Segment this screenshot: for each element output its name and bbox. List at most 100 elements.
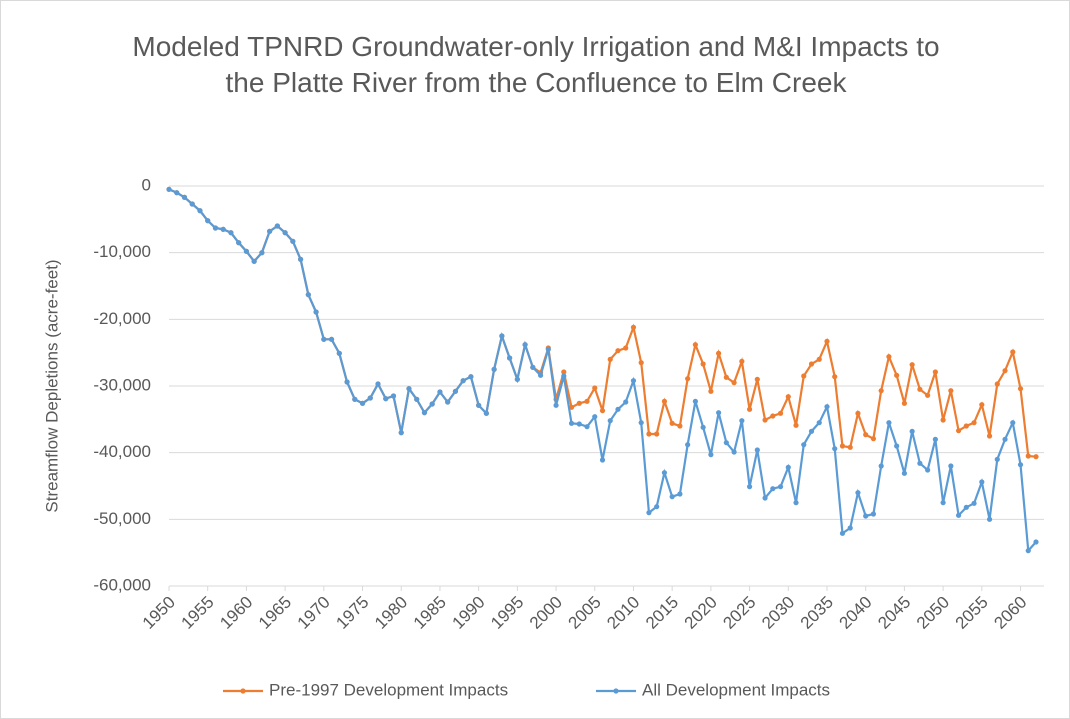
data-point [638, 420, 644, 426]
data-point [599, 457, 606, 463]
data-point [963, 504, 969, 510]
data-point [352, 396, 358, 402]
data-point [205, 218, 211, 224]
data-point [762, 495, 768, 501]
data-point [243, 248, 250, 254]
data-point [476, 402, 482, 408]
data-point [816, 356, 822, 362]
data-point [530, 364, 536, 370]
data-point [468, 374, 474, 380]
data-point [181, 194, 188, 200]
data-point [746, 484, 753, 490]
data-point [1010, 420, 1016, 426]
data-point [901, 470, 908, 476]
data-point [638, 360, 644, 366]
data-point [932, 436, 938, 442]
data-point [731, 380, 737, 386]
data-point [723, 374, 729, 380]
x-tick-label: 1950 [139, 593, 179, 633]
data-point [305, 292, 311, 298]
data-point [894, 372, 900, 378]
data-point [220, 226, 226, 232]
x-tick-label: 2015 [642, 593, 682, 633]
data-point [592, 414, 598, 420]
x-tick-label: 2050 [913, 593, 953, 633]
data-point [925, 467, 931, 473]
data-point [197, 208, 203, 214]
data-point [870, 511, 877, 517]
x-tick-label: 2040 [836, 593, 876, 633]
data-point [561, 373, 567, 379]
data-point [971, 500, 977, 506]
data-point [499, 333, 505, 339]
x-tick-label: 2005 [565, 593, 605, 633]
x-tick-label: 2055 [952, 593, 992, 633]
data-point [654, 431, 660, 437]
data-point [661, 398, 668, 404]
data-point [623, 345, 629, 351]
data-point [878, 463, 884, 469]
data-point [669, 494, 675, 500]
data-point [832, 374, 838, 380]
data-point [878, 388, 884, 394]
data-point [909, 362, 915, 368]
y-tick-label: -10,000 [93, 242, 151, 261]
data-point [777, 410, 784, 416]
y-tick-label: -50,000 [93, 509, 151, 528]
data-point [336, 350, 342, 356]
data-point [824, 404, 830, 410]
data-point [948, 388, 954, 394]
data-point [445, 399, 451, 405]
data-point [909, 428, 915, 434]
x-tick-label: 2035 [797, 593, 837, 633]
data-point [584, 424, 590, 430]
data-point [785, 394, 791, 400]
data-point [1033, 539, 1039, 545]
data-point [793, 422, 799, 428]
data-point [785, 464, 791, 470]
data-point [685, 376, 691, 382]
data-point [615, 348, 621, 354]
data-point [770, 413, 776, 419]
data-point [623, 399, 629, 405]
data-point [762, 417, 768, 423]
x-tick-label: 1960 [216, 593, 256, 633]
data-point [228, 230, 234, 236]
data-point [917, 460, 923, 466]
data-point [940, 500, 946, 506]
data-point [251, 258, 257, 264]
y-tick-label: -40,000 [93, 442, 151, 461]
data-point [986, 516, 993, 522]
data-point [615, 406, 621, 412]
data-point [290, 238, 296, 244]
data-point [986, 433, 993, 439]
data-point [344, 379, 350, 385]
data-point [421, 410, 428, 416]
data-point [808, 428, 815, 434]
data-point [886, 354, 892, 360]
data-point [685, 442, 691, 448]
data-point [661, 470, 668, 476]
data-point [406, 386, 412, 392]
x-tick-label: 2010 [603, 593, 643, 633]
x-tick-label: 1995 [487, 593, 527, 633]
x-tick-label: 1965 [255, 593, 295, 633]
data-point [1025, 548, 1031, 554]
data-point [979, 402, 985, 408]
data-point [584, 398, 590, 404]
data-point [607, 356, 613, 362]
data-point [955, 428, 962, 434]
data-point [793, 500, 799, 506]
data-point [654, 504, 660, 510]
data-point [746, 406, 753, 412]
data-point [1002, 368, 1008, 374]
data-point [1017, 386, 1024, 392]
data-point [677, 491, 683, 497]
data-point [576, 421, 582, 427]
data-point [1033, 454, 1039, 460]
data-point [824, 338, 830, 344]
data-point [886, 420, 892, 426]
data-point [282, 230, 288, 236]
